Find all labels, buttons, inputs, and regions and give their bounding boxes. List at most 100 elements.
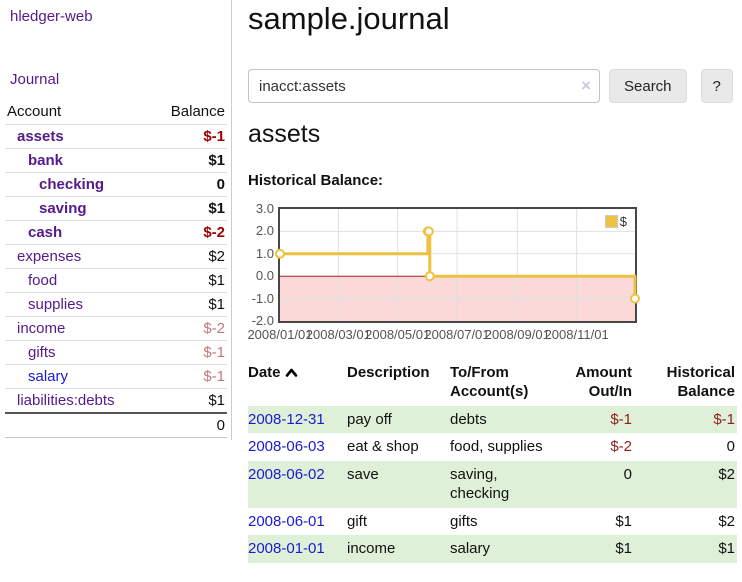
transaction-balance: $-1 xyxy=(713,410,735,428)
accounts-total-value: 0 xyxy=(5,412,227,438)
search-button[interactable]: Search xyxy=(609,69,687,103)
register-header-accounts: To/From Account(s) xyxy=(450,364,529,400)
y-tick-label: 0.0 xyxy=(255,268,274,284)
transaction-amount: $-2 xyxy=(610,438,632,455)
chart-legend: $ xyxy=(604,214,627,229)
accounts-body: assets $-1 bank $1 checking 0 saving $1 cash $-2 e… xyxy=(5,124,227,414)
register-body: 2008-12-31 pay off debts $-1 $-1 2008-06-03 ea… xyxy=(248,405,737,563)
account-link[interactable]: checking xyxy=(39,176,105,193)
sort-asc-icon xyxy=(285,365,298,384)
transaction-amount: 0 xyxy=(623,465,632,483)
transaction-row: 2008-06-01 gift gifts $1 $2 xyxy=(248,508,737,536)
account-row: liabilities:debts $1 xyxy=(5,388,227,414)
account-link[interactable]: expenses xyxy=(17,248,82,265)
legend-label: $ xyxy=(619,214,627,229)
transaction-balance: $2 xyxy=(718,512,735,530)
account-balance: $-2 xyxy=(203,320,225,337)
search-box: × xyxy=(248,69,600,103)
transaction-amount: $-1 xyxy=(610,410,632,428)
accounts-header-account: Account xyxy=(7,103,62,120)
app-title-link[interactable]: hledger-web xyxy=(10,8,93,25)
account-balance: $1 xyxy=(208,296,225,313)
account-link[interactable]: saving xyxy=(39,200,87,217)
main-content: sample.journal × Search ? assets Histori… xyxy=(247,0,742,563)
account-balance: $1 xyxy=(208,272,225,289)
y-tick-label: -1.0 xyxy=(251,290,274,306)
transaction-description: save xyxy=(347,465,379,483)
transaction-description: gift xyxy=(347,512,368,530)
account-row: income $-2 xyxy=(5,316,227,341)
transaction-row: 2008-01-01 income salary $1 $1 xyxy=(248,535,737,563)
account-row: saving $1 xyxy=(5,196,227,221)
account-row: assets $-1 xyxy=(5,124,227,149)
account-link[interactable]: bank xyxy=(28,152,64,169)
transaction-date-link[interactable]: 2008-06-03 xyxy=(248,438,325,455)
x-tick-label: 2008/01/01 xyxy=(247,327,313,342)
accounts-header-balance: Balance xyxy=(170,103,225,120)
y-tick-label: 1.0 xyxy=(255,245,274,261)
transaction-row: 2008-12-31 pay off debts $-1 $-1 xyxy=(248,405,737,433)
account-balance: 0 xyxy=(216,176,225,193)
account-balance: $1 xyxy=(208,200,225,217)
sidebar: hledger-web Journal Account Balance asse… xyxy=(0,0,232,440)
transaction-accounts: gifts xyxy=(450,512,478,530)
account-link[interactable]: food xyxy=(28,272,58,289)
transaction-date-link[interactable]: 2008-06-01 xyxy=(248,512,325,530)
x-tick-label: 2008/09/01 xyxy=(484,327,550,342)
y-tick-label: 2.0 xyxy=(255,223,274,239)
transaction-description: income xyxy=(347,540,396,557)
legend-swatch-icon xyxy=(604,215,618,228)
transaction-date-link[interactable]: 2008-01-01 xyxy=(248,540,325,557)
account-row: expenses $2 xyxy=(5,244,227,269)
account-link[interactable]: gifts xyxy=(28,344,56,361)
account-link[interactable]: liabilities:debts xyxy=(17,392,115,409)
account-balance: $2 xyxy=(208,248,225,265)
transaction-date-link[interactable]: 2008-12-31 xyxy=(248,410,325,428)
account-balance: $-1 xyxy=(203,128,225,145)
account-row: food $1 xyxy=(5,268,227,293)
chart-title: Historical Balance: xyxy=(248,172,384,189)
sidebar-item-journal[interactable]: Journal xyxy=(10,71,60,88)
transaction-accounts: saving, checking xyxy=(450,465,510,503)
account-balance: $-1 xyxy=(203,368,225,385)
account-row: bank $1 xyxy=(5,148,227,173)
transaction-amount: $1 xyxy=(615,512,632,530)
historical-balance-chart: $ 3.0 2.0 1.0 0.0 -1.0 -2.0 2008/01/01 2008/03… xyxy=(247,201,742,347)
register-header-amount: Amount Out/In xyxy=(575,364,632,400)
register-header-description: Description xyxy=(347,364,430,381)
account-link[interactable]: salary xyxy=(28,368,69,385)
transaction-balance: $1 xyxy=(718,540,735,557)
register-header-row: Date Description To/From Account(s) Amou… xyxy=(248,360,737,406)
transaction-amount: $1 xyxy=(615,540,632,557)
account-link[interactable]: income xyxy=(17,320,66,337)
y-tick-label: 3.0 xyxy=(255,201,274,216)
account-balance: $-1 xyxy=(203,344,225,361)
account-link[interactable]: cash xyxy=(28,224,63,241)
transaction-accounts: debts xyxy=(450,410,487,428)
x-tick-label: 2008/11/01 xyxy=(544,327,609,342)
x-tick-label: 2008/05/01 xyxy=(365,327,431,342)
y-tick-label: -2.0 xyxy=(251,313,274,328)
account-link[interactable]: supplies xyxy=(28,296,84,313)
search-row: × Search ? xyxy=(248,69,733,103)
transaction-row: 2008-06-03 eat & shop food, supplies $-2 0 xyxy=(248,433,737,461)
clear-search-icon[interactable]: × xyxy=(581,76,591,95)
transaction-date-link[interactable]: 2008-06-02 xyxy=(248,465,325,483)
chart-plot-area: $ xyxy=(275,207,640,323)
account-link[interactable]: assets xyxy=(17,128,64,145)
transaction-description: pay off xyxy=(347,410,392,428)
transaction-balance: 0 xyxy=(726,438,735,455)
account-balance: $-2 xyxy=(203,224,225,241)
account-row: salary $-1 xyxy=(5,364,227,389)
transaction-accounts: salary xyxy=(450,540,491,557)
search-input[interactable] xyxy=(248,69,600,103)
transaction-row: 2008-06-02 save saving, checking 0 $2 xyxy=(248,460,737,508)
page-title: sample.journal xyxy=(248,1,450,36)
help-button[interactable]: ? xyxy=(700,69,733,103)
register-header-date[interactable]: Date xyxy=(248,360,347,406)
accounts-table: Account Balance assets $-1 bank $1 checking 0… xyxy=(5,100,227,438)
accounts-total-row: 0 xyxy=(5,412,227,438)
account-balance: $1 xyxy=(208,152,225,169)
account-heading: assets xyxy=(248,120,321,148)
